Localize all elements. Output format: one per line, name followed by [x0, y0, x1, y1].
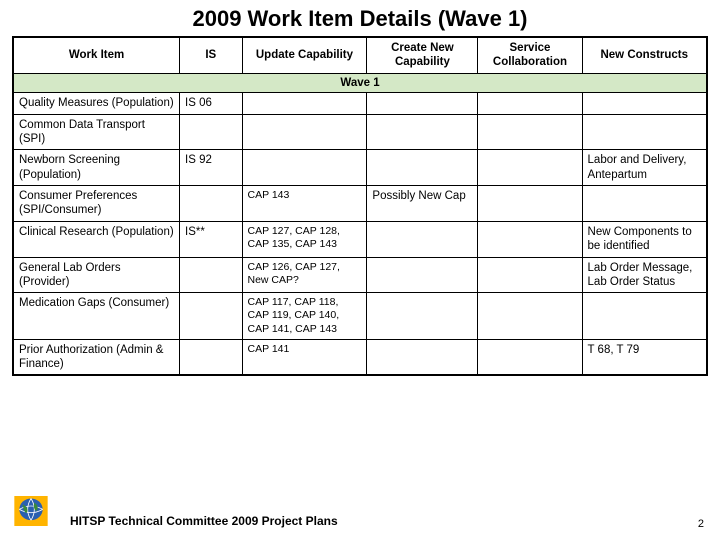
cell-update — [242, 114, 367, 150]
cell-new — [582, 186, 707, 222]
work-item-table: Work Item IS Update Capability Create Ne… — [12, 36, 708, 376]
col-header-update: Update Capability — [242, 37, 367, 73]
table-row: Quality Measures (Population) IS 06 — [13, 93, 707, 114]
table-row: Prior Authorization (Admin & Finance) CA… — [13, 339, 707, 375]
table-container: Work Item IS Update Capability Create Ne… — [0, 36, 720, 376]
cell-workitem: Common Data Transport (SPI) — [13, 114, 180, 150]
wave-label: Wave 1 — [13, 73, 707, 92]
cell-new — [582, 293, 707, 339]
cell-service — [478, 114, 582, 150]
col-header-is: IS — [180, 37, 242, 73]
cell-create — [367, 93, 478, 114]
cell-update — [242, 93, 367, 114]
table-row: Clinical Research (Population) IS** CAP … — [13, 221, 707, 257]
cell-update: CAP 127, CAP 128, CAP 135, CAP 143 — [242, 221, 367, 257]
cell-create — [367, 293, 478, 339]
footer: HITSP Technical Committee 2009 Project P… — [0, 512, 720, 530]
cell-new: Lab Order Message, Lab Order Status — [582, 257, 707, 293]
cell-create — [367, 150, 478, 186]
cell-service — [478, 93, 582, 114]
cell-is — [180, 114, 242, 150]
col-header-service: Service Collaboration — [478, 37, 582, 73]
cell-new — [582, 93, 707, 114]
col-header-new: New Constructs — [582, 37, 707, 73]
cell-service — [478, 293, 582, 339]
wave-divider-row: Wave 1 — [13, 73, 707, 92]
cell-is — [180, 293, 242, 339]
cell-create — [367, 339, 478, 375]
footer-text: HITSP Technical Committee 2009 Project P… — [70, 514, 338, 528]
cell-is: IS 92 — [180, 150, 242, 186]
cell-create — [367, 221, 478, 257]
table-row: Common Data Transport (SPI) — [13, 114, 707, 150]
cell-create — [367, 257, 478, 293]
cell-update: CAP 143 — [242, 186, 367, 222]
cell-workitem: General Lab Orders (Provider) — [13, 257, 180, 293]
cell-service — [478, 257, 582, 293]
table-row: Medication Gaps (Consumer) CAP 117, CAP … — [13, 293, 707, 339]
cell-is — [180, 186, 242, 222]
col-header-create: Create New Capability — [367, 37, 478, 73]
table-row: General Lab Orders (Provider) CAP 126, C… — [13, 257, 707, 293]
cell-workitem: Medication Gaps (Consumer) — [13, 293, 180, 339]
col-header-workitem: Work Item — [13, 37, 180, 73]
cell-workitem: Newborn Screening (Population) — [13, 150, 180, 186]
cell-create — [367, 114, 478, 150]
cell-update: CAP 117, CAP 118, CAP 119, CAP 140, CAP … — [242, 293, 367, 339]
table-row: Newborn Screening (Population) IS 92 Lab… — [13, 150, 707, 186]
cell-service — [478, 150, 582, 186]
cell-is — [180, 257, 242, 293]
cell-service — [478, 221, 582, 257]
globe-icon — [14, 496, 48, 526]
page-title: 2009 Work Item Details (Wave 1) — [0, 0, 720, 36]
cell-is: IS** — [180, 221, 242, 257]
cell-new: New Components to be identified — [582, 221, 707, 257]
cell-is — [180, 339, 242, 375]
cell-service — [478, 186, 582, 222]
cell-workitem: Clinical Research (Population) — [13, 221, 180, 257]
cell-create: Possibly New Cap — [367, 186, 478, 222]
table-row: Consumer Preferences (SPI/Consumer) CAP … — [13, 186, 707, 222]
cell-update — [242, 150, 367, 186]
cell-workitem: Consumer Preferences (SPI/Consumer) — [13, 186, 180, 222]
cell-service — [478, 339, 582, 375]
cell-is: IS 06 — [180, 93, 242, 114]
header-row: Work Item IS Update Capability Create Ne… — [13, 37, 707, 73]
cell-workitem: Prior Authorization (Admin & Finance) — [13, 339, 180, 375]
page-number: 2 — [698, 518, 704, 530]
cell-new: T 68, T 79 — [582, 339, 707, 375]
cell-update: CAP 141 — [242, 339, 367, 375]
cell-new — [582, 114, 707, 150]
cell-new: Labor and Delivery, Antepartum — [582, 150, 707, 186]
cell-update: CAP 126, CAP 127, New CAP? — [242, 257, 367, 293]
cell-workitem: Quality Measures (Population) — [13, 93, 180, 114]
